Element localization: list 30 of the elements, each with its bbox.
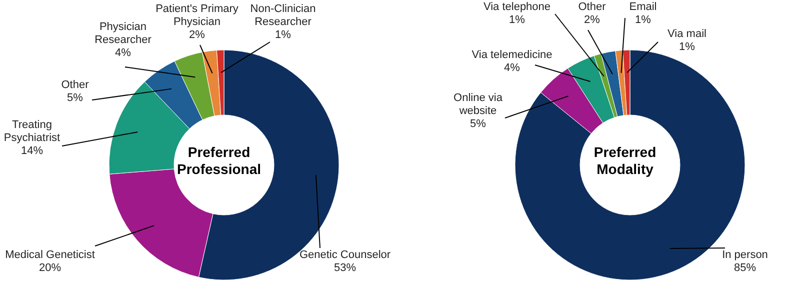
- slice-label: Other: [61, 79, 90, 91]
- slice-label: Treating Psychiatrist: [4, 119, 60, 144]
- data-label: 14%: [20, 145, 44, 157]
- slice-label: Non-Clinician Researcher: [250, 3, 316, 28]
- data-label: 2%: [584, 14, 600, 26]
- text: Preferred Professional: [176, 144, 262, 177]
- data-label: 20%: [38, 262, 62, 274]
- slice-label: Via telemedicine: [472, 49, 552, 61]
- data-label: 85%: [734, 262, 756, 274]
- data-label: 5%: [470, 118, 486, 130]
- slice-label: In person: [722, 249, 768, 261]
- data-label: 5%: [67, 92, 84, 104]
- data-label: 1%: [635, 14, 652, 26]
- slice-label: Genetic Counselor: [299, 249, 391, 261]
- data-label: 1%: [275, 29, 292, 41]
- data-label: 1%: [679, 41, 696, 53]
- data-label: 1%: [509, 14, 526, 26]
- data-label: 4%: [504, 62, 520, 74]
- slice-label: Medical Geneticist: [5, 249, 95, 261]
- slice-label: Via telephone: [483, 1, 551, 13]
- data-label: 4%: [115, 47, 132, 59]
- slice-label: Via mail: [668, 28, 706, 40]
- slice-label: Email: [629, 1, 657, 13]
- data-label: 53%: [334, 262, 356, 274]
- slice-label: Online via website: [454, 92, 504, 117]
- slice-label: Patient's Primary Physician: [156, 3, 239, 28]
- text: Preferred Modality: [594, 144, 656, 177]
- data-label: 2%: [189, 29, 206, 41]
- slice-label: Other: [578, 1, 606, 13]
- slice-label: Physician Researcher: [94, 21, 152, 46]
